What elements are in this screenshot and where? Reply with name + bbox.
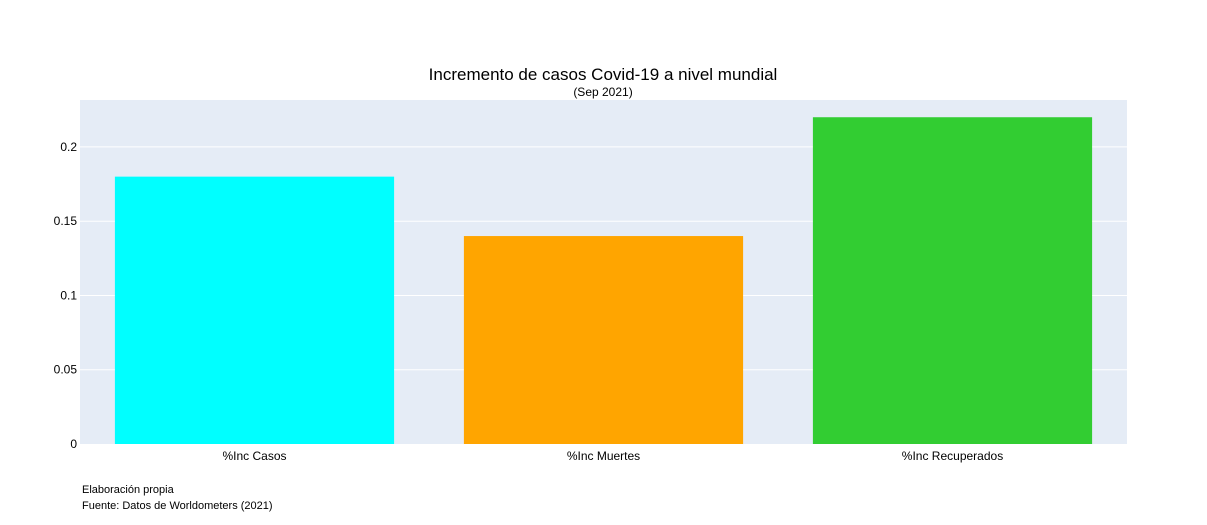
y-tick-label: 0.1 xyxy=(60,288,77,302)
chart-title: Incremento de casos Covid-19 a nivel mun… xyxy=(429,65,778,84)
x-tick-label: %Inc Casos xyxy=(222,449,286,463)
x-axis-ticks: %Inc Casos %Inc Muertes %Inc Recuperados xyxy=(222,449,1003,463)
bar[interactable] xyxy=(114,176,395,444)
x-tick-label: %Inc Recuperados xyxy=(902,449,1003,463)
y-tick-label: 0.2 xyxy=(60,140,77,154)
annotation-elaboracion: Elaboración propia xyxy=(82,484,175,496)
annotation-fuente: Fuente: Datos de Worldometers (2021) xyxy=(82,500,273,512)
y-tick-label: 0 xyxy=(70,437,77,451)
chart-subtitle: (Sep 2021) xyxy=(573,85,632,99)
bar[interactable] xyxy=(463,236,744,444)
bar[interactable] xyxy=(812,117,1093,444)
x-tick-label: %Inc Muertes xyxy=(567,449,640,463)
y-tick-label: 0.05 xyxy=(54,363,78,377)
y-tick-label: 0.15 xyxy=(54,214,78,228)
y-axis-ticks: 0 0.05 0.1 0.15 0.2 xyxy=(54,140,78,451)
bars xyxy=(114,117,1093,444)
